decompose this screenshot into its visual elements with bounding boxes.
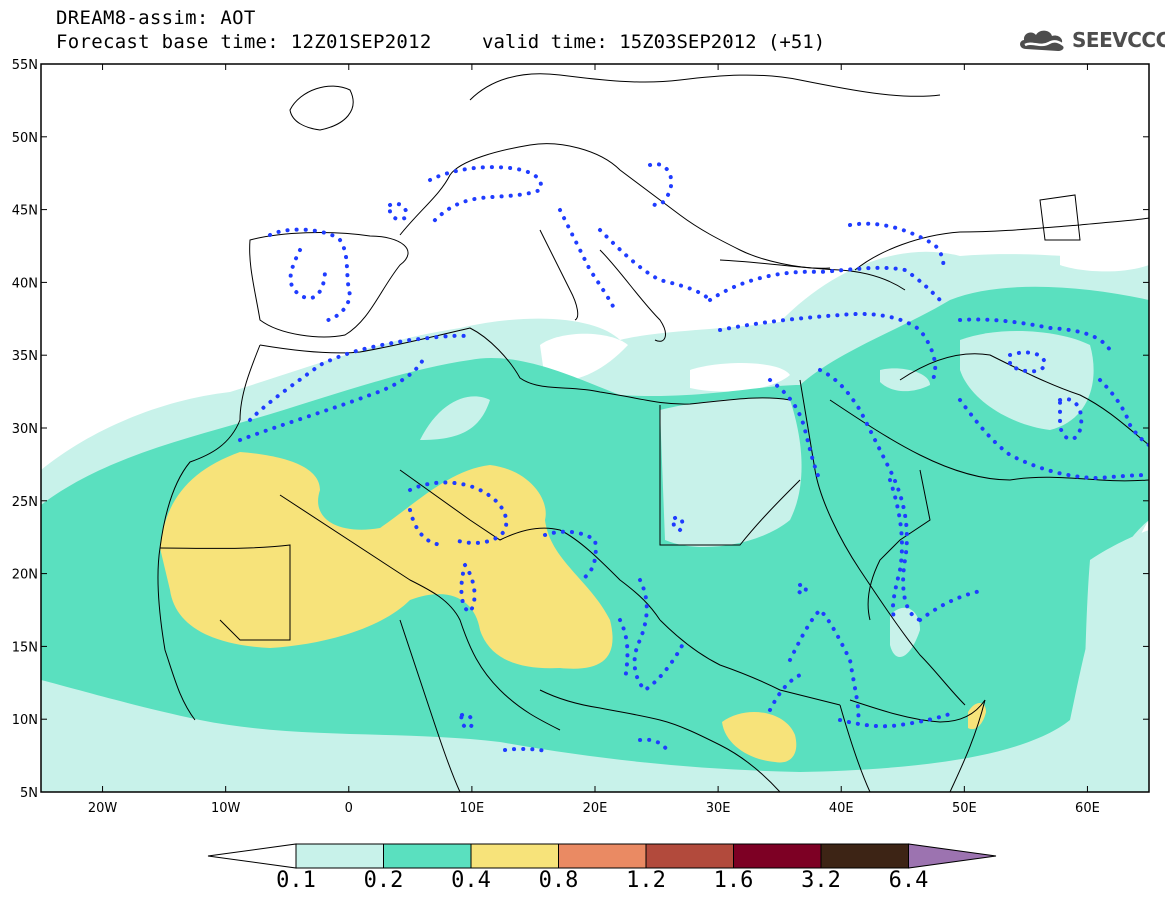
latitude-labels: 55N 50N 45N 40N 35N 30N 25N 20N 15N 10N 5N (12, 58, 38, 801)
colorbar-label: 0.2 (363, 868, 404, 893)
colorbar-label: 3.2 (801, 868, 841, 893)
latitude-label: 10N (12, 713, 38, 728)
aot-shade-0.1-mediterr (420, 396, 490, 440)
colorbar-segment (558, 843, 647, 869)
aot-clear-med (540, 333, 628, 382)
colorbar-label: 0.8 (538, 868, 579, 893)
longitude-label: 40E (829, 801, 854, 816)
logo-text: SEEVCCC (1072, 28, 1165, 52)
longitude-label: 20W (88, 801, 118, 816)
colorbar-min-arrow (207, 843, 297, 869)
aot-shade-0.1-levant (880, 368, 930, 392)
aot-clear-med-east (690, 363, 790, 392)
colorbar (207, 843, 997, 869)
axis-ticks (41, 63, 1149, 793)
aot-clear-caspian (1060, 241, 1149, 272)
aot-shade-0.2 (41, 286, 1149, 772)
land-borders (157, 73, 1149, 792)
aot-shade-0.1-arabia (660, 398, 802, 548)
valid-time: valid time: 15Z03SEP2012 (+51) (482, 31, 826, 53)
aot-shade-0.1-southeast (1080, 530, 1149, 792)
latitude-label: 20N (12, 568, 38, 583)
latitude-label: 45N (12, 204, 38, 219)
colorbar-segment (383, 843, 472, 869)
longitude-label: 10W (211, 801, 241, 816)
longitude-label: 50E (952, 801, 977, 816)
colorbar-label: 0.1 (276, 868, 316, 893)
forecast-base-time: Forecast base time: 12Z01SEP2012 (56, 31, 432, 53)
longitude-labels: 20W 10W 0 10E 20E 30E 40E 50E 60E (88, 801, 1100, 816)
longitude-label: 30E (706, 801, 731, 816)
seevccc-logo: SEEVCCC (1016, 24, 1165, 56)
latitude-label: 55N (12, 58, 38, 73)
chart-title: DREAM8-assim: AOT (56, 7, 256, 29)
colorbar-labels: 0.1 0.2 0.4 0.8 1.2 1.6 3.2 6.4 (0, 868, 1165, 898)
colorbar-label: 0.4 (451, 868, 491, 893)
colorbar-segment (645, 843, 734, 869)
latitude-label: 25N (12, 495, 38, 510)
colorbar-segment (733, 843, 822, 869)
dust-contours (238, 162, 1149, 754)
colorbar-label: 1.6 (713, 868, 754, 893)
latitude-label: 50N (12, 131, 38, 146)
longitude-label: 0 (345, 801, 353, 816)
longitude-label: 20E (583, 801, 608, 816)
aot-shade-0.4-sahara (160, 452, 613, 669)
colorbar-segment (295, 843, 384, 869)
aot-clear-alps (41, 64, 1149, 420)
colorbar-segment (820, 843, 909, 869)
colorbar-label: 1.2 (626, 868, 666, 893)
latitude-label: 30N (12, 422, 38, 437)
aot-shade-0.4-horn (722, 712, 797, 763)
latitude-label: 40N (12, 276, 38, 291)
aot-shade-0.4-somalia (968, 703, 986, 730)
colorbar-label: 6.4 (888, 868, 929, 893)
longitude-label: 10E (460, 801, 485, 816)
latitude-label: 15N (12, 640, 38, 655)
cloud-icon (1020, 30, 1064, 51)
colorbar-max-arrow (908, 843, 997, 869)
latitude-label: 5N (20, 786, 38, 801)
colorbar-segment (470, 843, 559, 869)
longitude-label: 60E (1075, 801, 1100, 816)
latitude-label: 35N (12, 349, 38, 364)
aot-shade-0.1-iran (960, 330, 1094, 430)
